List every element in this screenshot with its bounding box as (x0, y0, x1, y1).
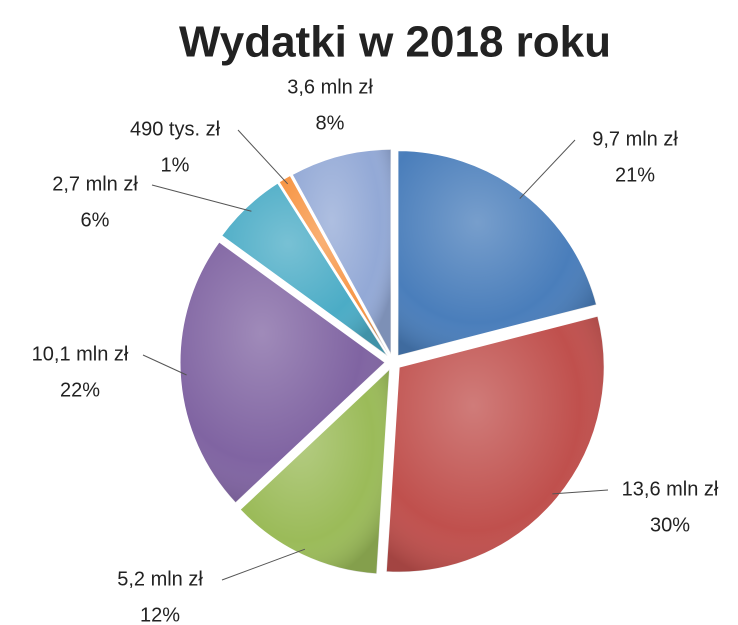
percent-label: 21% (615, 164, 655, 186)
amount-label: 490 tys. zł (130, 118, 221, 140)
slice-shine (397, 150, 597, 356)
leader-line (142, 354, 187, 376)
slice-shine (221, 183, 388, 357)
percent-label: 12% (140, 604, 180, 625)
percent-label: 6% (81, 209, 110, 231)
amount-label: 3,6 mln zł (287, 76, 373, 98)
chart-title: Wydatki w 2018 roku (179, 18, 611, 67)
leader-line (221, 548, 306, 581)
percent-label: 30% (650, 514, 690, 536)
labels: 9,7 mln zł 21% 13,6 mln zł 30% 5,2 mln zł 12%… (32, 76, 719, 625)
leader-line (519, 139, 576, 199)
amount-label: 9,7 mln zł (592, 128, 678, 150)
amount-label: 2,7 mln zł (52, 173, 138, 195)
leader-line (552, 489, 609, 495)
percent-label: 8% (316, 112, 345, 134)
leader-line (151, 184, 252, 212)
leader-line (237, 129, 289, 185)
amount-label: 13,6 mln zł (622, 478, 719, 500)
amount-label: 10,1 mln zł (32, 343, 129, 365)
slice-shine (180, 242, 386, 503)
percent-label: 22% (60, 379, 100, 401)
pie (179, 148, 605, 575)
slice-shine (279, 175, 389, 356)
amount-label: 5,2 mln zł (117, 568, 203, 590)
slice-shine (240, 369, 390, 574)
slice-shine (292, 149, 392, 355)
slice-shine (386, 316, 605, 573)
percent-label: 1% (161, 154, 190, 176)
